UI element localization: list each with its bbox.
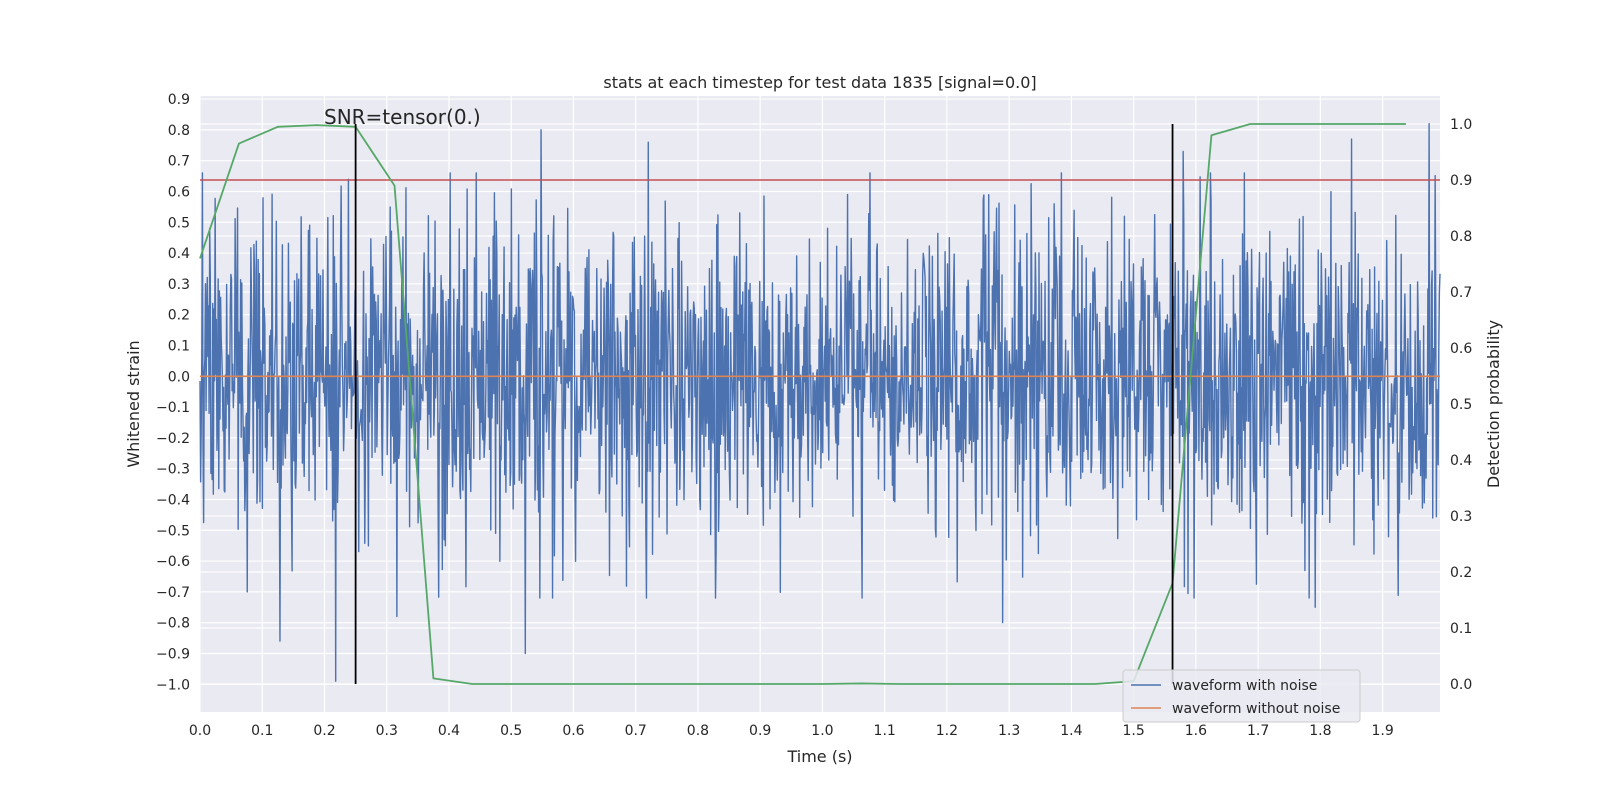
- ticks-layer: 0.0 0.1 0.2 0.3 0.4 0.5 0.6 0.7 0.8 0.9 1.0 1.1 1.2 1…: [156, 92, 1472, 739]
- y2-tick-label: 0.7: [1450, 285, 1472, 301]
- y2-tick-label: 1.0: [1450, 117, 1472, 133]
- y-tick-label: 0.6: [168, 184, 190, 200]
- y-tick-label: 0.3: [168, 277, 190, 293]
- x-tick-label: 0.3: [376, 723, 398, 739]
- y2-tick-label: 0.8: [1450, 229, 1472, 245]
- x-tick-label: 0.4: [438, 723, 460, 739]
- x-tick-label: 1.4: [1060, 723, 1082, 739]
- y-tick-label: 0.1: [168, 338, 190, 354]
- x-tick-label: 1.1: [874, 723, 896, 739]
- waveform-with-noise-line: [199, 123, 1441, 682]
- x-tick-label: 1.9: [1371, 723, 1393, 739]
- x-tick-label: 0.7: [625, 723, 647, 739]
- y2-axis-label: Detection probability: [1484, 320, 1503, 488]
- x-tick-label: 0.8: [687, 723, 709, 739]
- y-tick-label: 0.0: [168, 369, 190, 385]
- y-tick-label: −0.1: [156, 400, 190, 416]
- x-axis-label: Time (s): [786, 747, 852, 766]
- y-tick-label: −0.5: [156, 523, 190, 539]
- y-tick-label: 0.7: [168, 154, 190, 170]
- legend-label-clean: waveform without noise: [1172, 701, 1340, 717]
- x-tick-label: 1.7: [1247, 723, 1269, 739]
- y2-tick-label: 0.6: [1450, 341, 1472, 357]
- x-tick-label: 0.1: [251, 723, 273, 739]
- x-tick-label: 0.2: [313, 723, 335, 739]
- x-tick-label: 0.6: [562, 723, 584, 739]
- y2-tick-label: 0.3: [1450, 509, 1472, 525]
- snr-annotation: SNR=tensor(0.): [324, 105, 481, 129]
- legend-box: [1122, 669, 1361, 723]
- y2-tick-label: 0.9: [1450, 173, 1472, 189]
- y2-tick-label: 0.0: [1450, 677, 1472, 693]
- x-tick-label: 0.5: [500, 723, 522, 739]
- y-tick-label: 0.8: [168, 123, 190, 139]
- y-tick-label: 0.4: [168, 246, 190, 262]
- x-tick-label: 0.0: [189, 723, 211, 739]
- legend: waveform with noise waveform without noi…: [1122, 669, 1361, 723]
- y2-tick-label: 0.1: [1450, 621, 1472, 637]
- chart-title: stats at each timestep for test data 183…: [603, 73, 1036, 92]
- x-tick-label: 1.2: [936, 723, 958, 739]
- legend-label-noise: waveform with noise: [1172, 678, 1317, 694]
- y-tick-label: −0.8: [156, 616, 190, 632]
- x-tick-label: 1.3: [998, 723, 1020, 739]
- y-tick-label: 0.2: [168, 308, 190, 324]
- y-tick-label: −0.4: [156, 492, 190, 508]
- y-axis-label: Whitened strain: [124, 340, 143, 467]
- y-tick-label: −1.0: [156, 677, 190, 693]
- y-tick-label: 0.5: [168, 215, 190, 231]
- y-tick-label: −0.9: [156, 646, 190, 662]
- x-tick-label: 1.6: [1185, 723, 1207, 739]
- x-tick-label: 1.5: [1123, 723, 1145, 739]
- y-tick-label: −0.6: [156, 554, 190, 570]
- y2-tick-label: 0.2: [1450, 565, 1472, 581]
- detection-probability-line: [199, 123, 1406, 685]
- y-tick-label: −0.3: [156, 462, 190, 478]
- y-tick-label: 0.9: [168, 92, 190, 108]
- y2-tick-label: 0.5: [1450, 397, 1472, 413]
- x-tick-label: 1.8: [1309, 723, 1331, 739]
- y-tick-label: −0.2: [156, 431, 190, 447]
- lines-layer: [199, 123, 1440, 685]
- x-tick-label: 0.9: [749, 723, 771, 739]
- y2-tick-label: 0.4: [1450, 453, 1472, 469]
- y-tick-label: −0.7: [156, 585, 190, 601]
- x-tick-label: 1.0: [811, 723, 833, 739]
- noise-waveform-layer: [199, 123, 1441, 682]
